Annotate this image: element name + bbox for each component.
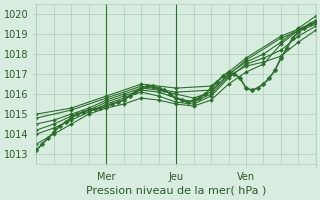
X-axis label: Pression niveau de la mer( hPa ): Pression niveau de la mer( hPa ) [86, 186, 266, 196]
